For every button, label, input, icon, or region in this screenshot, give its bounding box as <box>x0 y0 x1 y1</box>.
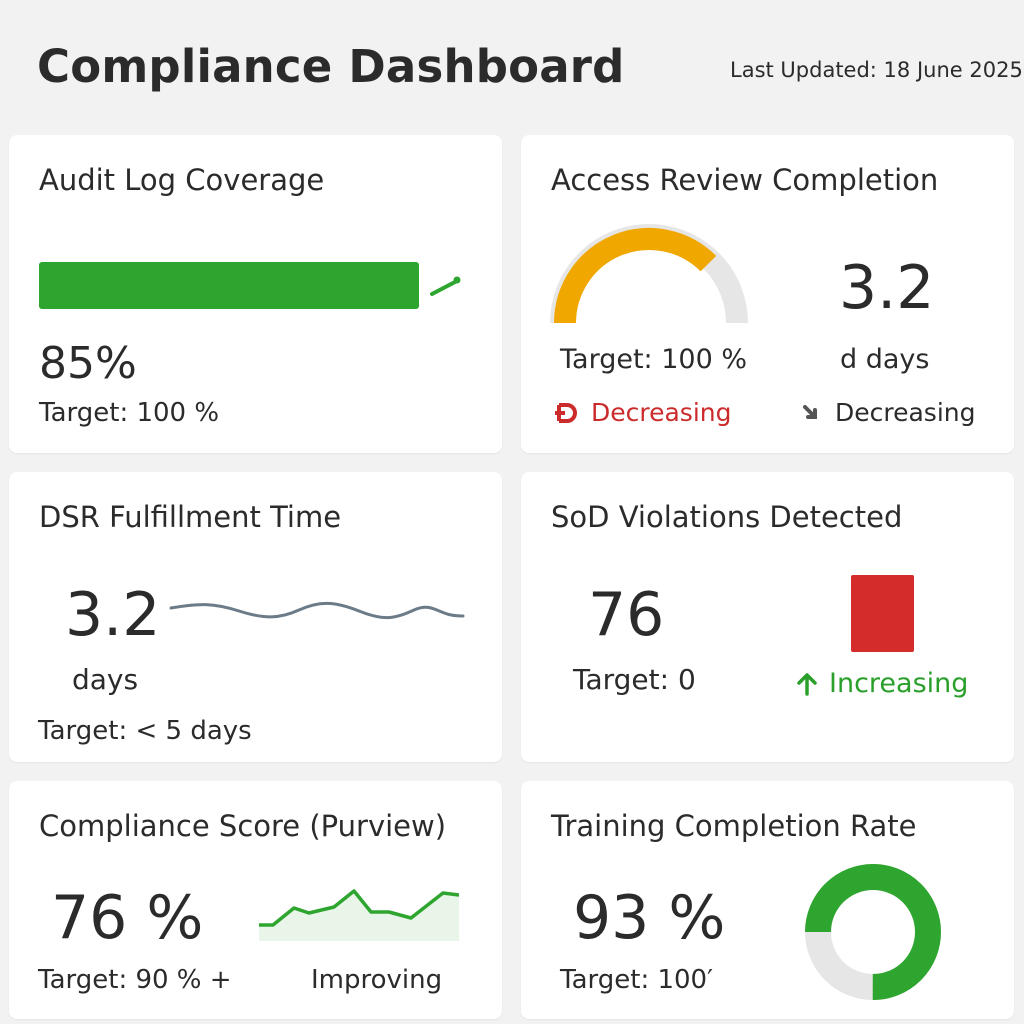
audit-log-title: Audit Log Coverage <box>39 163 325 197</box>
improving-sparkline <box>259 889 459 941</box>
training-card[interactable]: Training Completion Rate 93 % Target: 10… <box>521 781 1014 1019</box>
dsr-target: Target: < 5 days <box>38 716 252 746</box>
dsr-unit: days <box>72 663 139 696</box>
sod-title: SoD Violations Detected <box>551 500 903 534</box>
wavy-sparkline <box>169 601 465 620</box>
sod-trend: Increasing <box>795 668 968 699</box>
gauge-trend-label: Decreasing <box>591 398 732 427</box>
compliance-score-trend: Improving <box>311 965 443 995</box>
trend-tick-icon <box>430 276 461 296</box>
audit-log-target: Target: 100 % <box>39 398 220 428</box>
audit-log-card[interactable]: Audit Log Coverage 85% Target: 100 % <box>9 135 502 453</box>
sod-target: Target: 0 <box>573 663 696 696</box>
audit-log-value: 85% <box>39 338 137 389</box>
down-arrow-icon <box>803 404 817 419</box>
training-target: Target: 100′ <box>560 965 713 995</box>
progress-fill <box>39 262 419 309</box>
training-value: 93 % <box>573 883 726 953</box>
red-status-block <box>851 575 914 652</box>
gauge-trend: Decreasing <box>553 398 732 427</box>
up-arrow-icon <box>797 672 817 696</box>
donut-chart <box>805 864 941 1000</box>
decreasing-icon <box>555 402 577 423</box>
value-trend-label: Decreasing <box>835 398 976 427</box>
sod-card[interactable]: SoD Violations Detected 76 Target: 0 Inc… <box>521 472 1014 762</box>
page-title: Compliance Dashboard <box>37 40 625 93</box>
compliance-score-target: Target: 90 % + <box>38 965 232 995</box>
access-review-title: Access Review Completion <box>551 163 939 197</box>
dsr-card[interactable]: DSR Fulfillment Time 3.2 days Target: < … <box>9 472 502 762</box>
compliance-score-card[interactable]: Compliance Score (Purview) 76 % Target: … <box>9 781 502 1019</box>
sod-value: 76 <box>588 580 665 650</box>
access-review-value: 3.2 <box>839 253 935 323</box>
value-trend: Decreasing <box>801 398 976 427</box>
training-title: Training Completion Rate <box>551 809 917 843</box>
compliance-score-title: Compliance Score (Purview) <box>39 809 447 843</box>
gauge-chart <box>550 224 748 324</box>
dsr-value: 3.2 <box>65 580 161 650</box>
dsr-title: DSR Fulfillment Time <box>39 500 342 534</box>
access-review-card[interactable]: Access Review Completion Target: 100 % D… <box>521 135 1014 453</box>
access-review-unit: d days <box>840 344 930 375</box>
gauge-target: Target: 100 % <box>560 344 747 375</box>
sod-trend-label: Increasing <box>829 668 969 699</box>
last-updated: Last Updated: 18 June 2025 <box>730 58 1023 82</box>
progress-track <box>39 262 419 309</box>
compliance-score-value: 76 % <box>51 883 204 953</box>
